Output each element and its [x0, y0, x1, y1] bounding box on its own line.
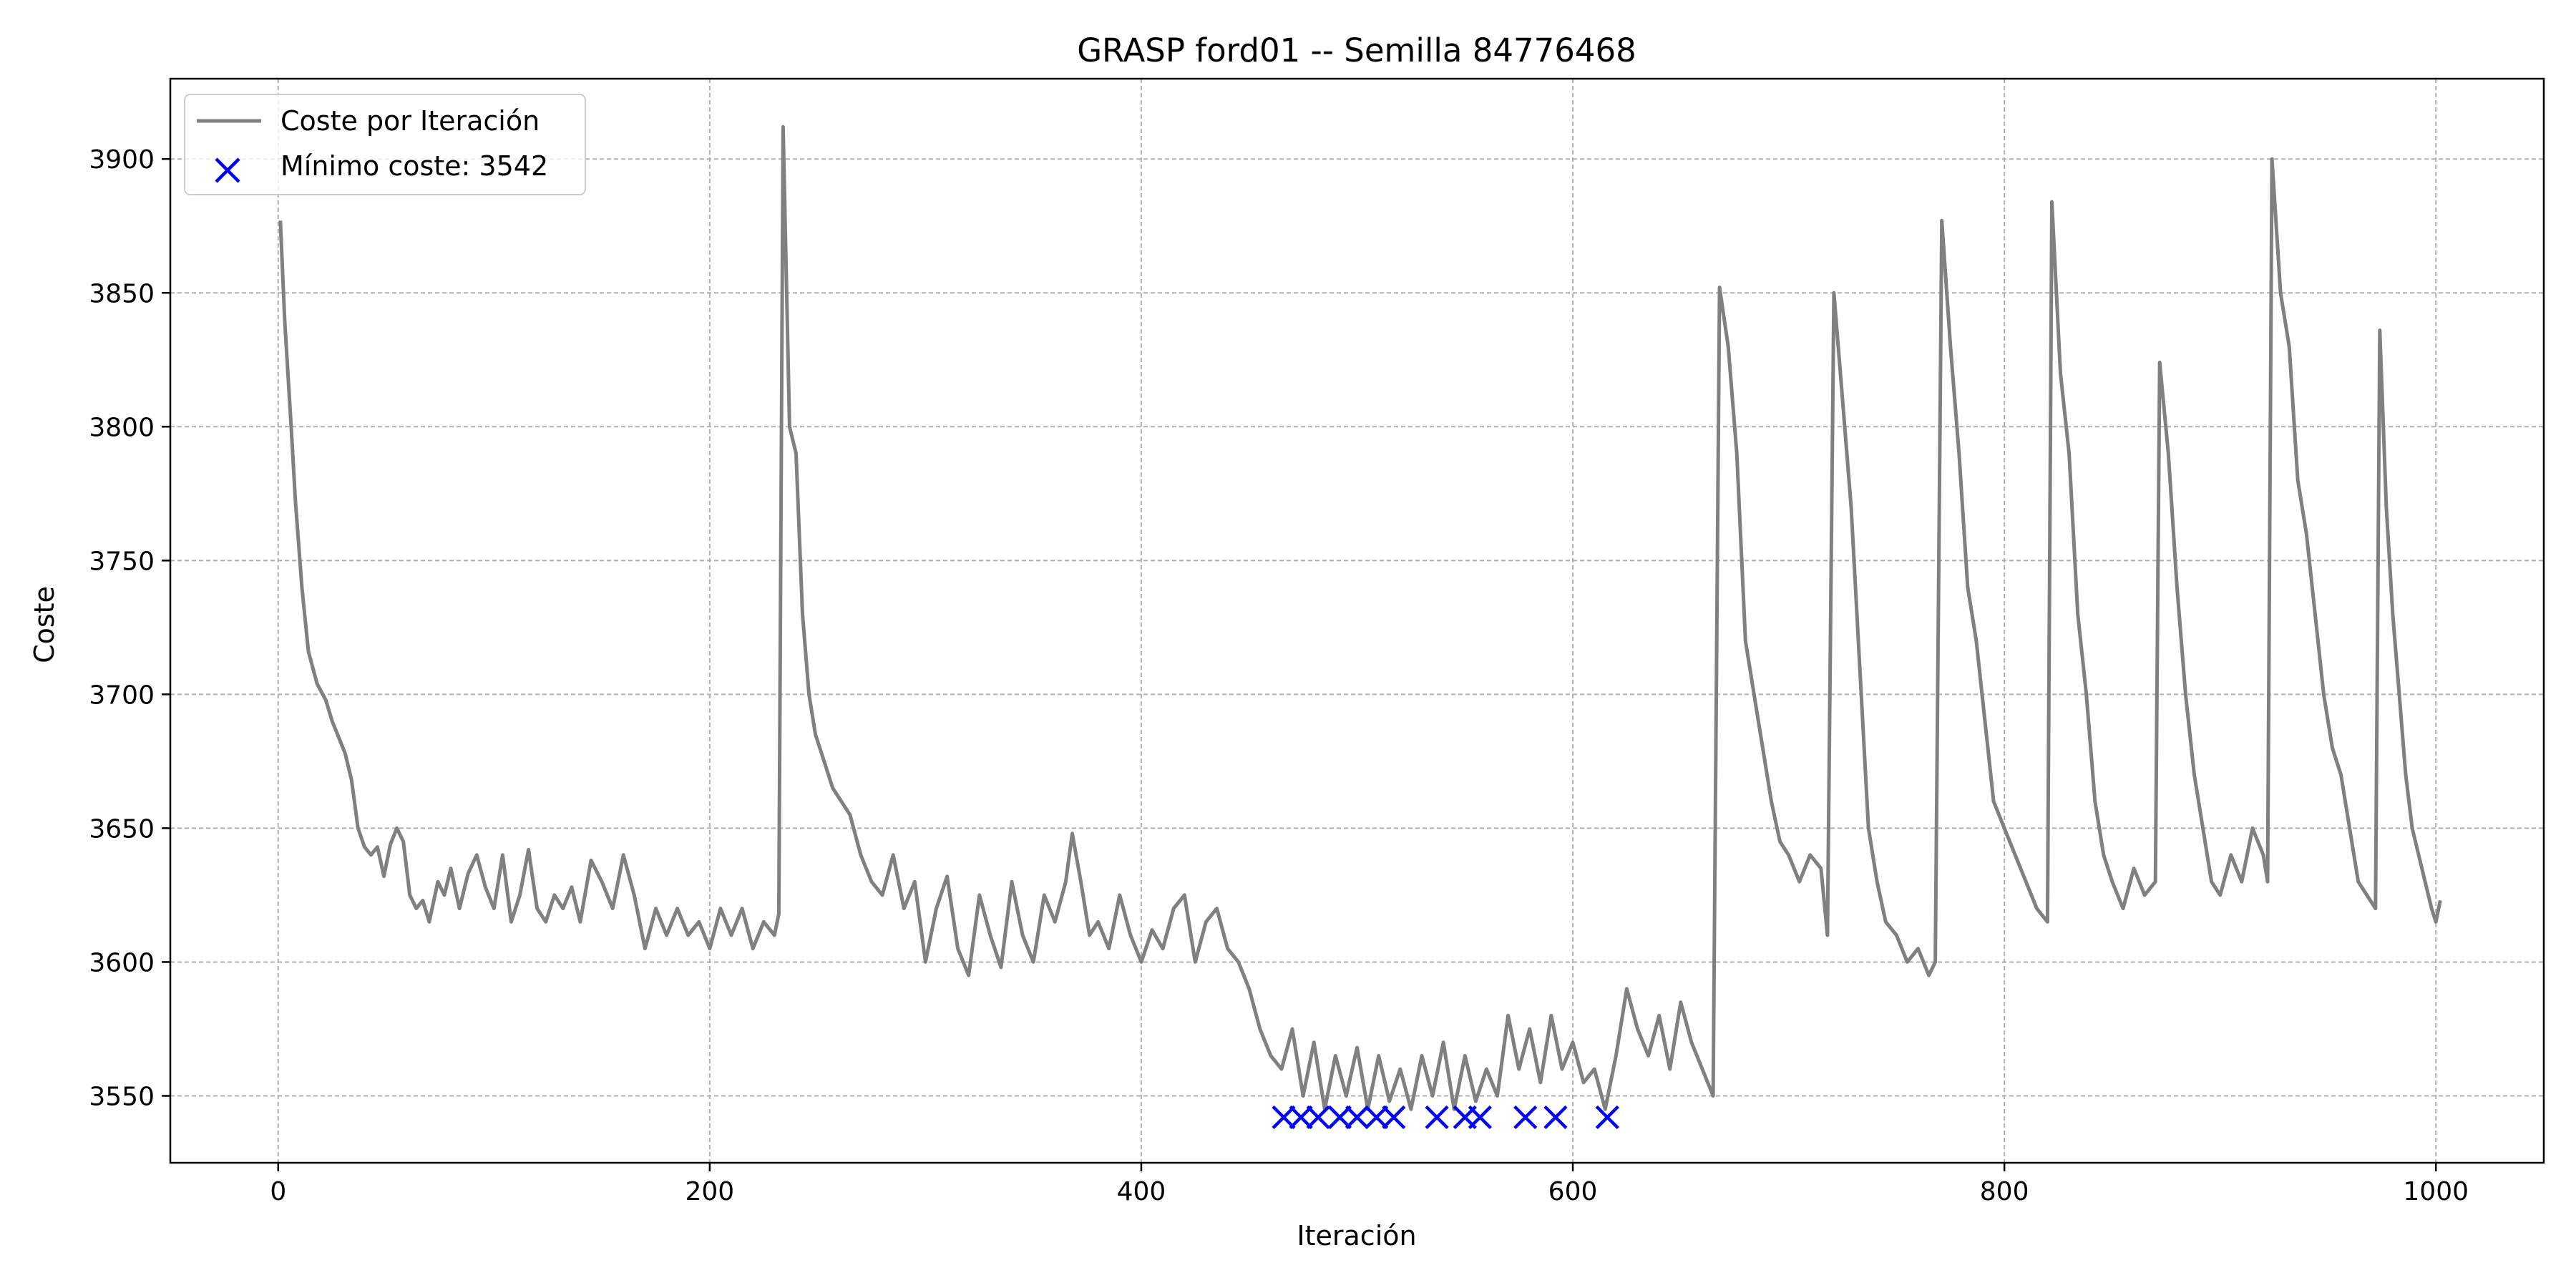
x-axis-label: Iteración	[1297, 1220, 1416, 1252]
x-tick-label: 1000	[2403, 1177, 2469, 1206]
x-tick-label: 800	[1980, 1177, 2029, 1206]
x-tick-label: 0	[270, 1177, 286, 1206]
min-cost-marker	[1306, 1105, 1330, 1129]
x-axis: 0 200 400 600 800 1000	[270, 1163, 2469, 1206]
y-tick-label: 3600	[89, 948, 155, 977]
y-tick-label: 3850	[89, 279, 155, 308]
plot-frame	[169, 77, 2545, 1164]
legend-marker-swatch	[215, 157, 240, 183]
y-axis-label: Coste	[29, 586, 60, 663]
y-tick-label: 3800	[89, 413, 155, 442]
min-cost-marker	[1382, 1105, 1406, 1129]
min-cost-marker	[1345, 1105, 1370, 1129]
x-tick-label: 600	[1548, 1177, 1598, 1206]
legend-box	[184, 94, 586, 195]
min-cost-marker	[1595, 1105, 1619, 1129]
y-tick-label: 3750	[89, 547, 155, 576]
legend: Coste por Iteración Mínimo coste: 3542	[184, 94, 586, 195]
chart-title: GRASP ford01 -- Semilla 84776468	[1077, 31, 1636, 69]
cost-line	[278, 125, 2442, 1111]
min-cost-marker	[1543, 1105, 1568, 1129]
min-cost-marker	[1425, 1105, 1449, 1129]
y-tick-label: 3650	[89, 814, 155, 844]
y-tick-label: 3700	[89, 680, 155, 710]
min-cost-marker	[1365, 1105, 1389, 1129]
min-cost-marker	[1289, 1105, 1313, 1129]
legend-label-marker: Mínimo coste: 3542	[280, 150, 548, 182]
series-coste-por-iteracion	[278, 125, 2442, 1111]
min-cost-marker	[1327, 1105, 1352, 1129]
min-cost-marker	[1513, 1105, 1538, 1129]
legend-label-line: Coste por Iteración	[280, 105, 540, 137]
series-minimo-coste	[1272, 1105, 1619, 1129]
min-cost-marker	[1468, 1105, 1492, 1129]
y-tick-label: 3900	[89, 145, 155, 175]
y-tick-label: 3550	[89, 1082, 155, 1111]
y-axis: 3550 3600 3650 3700 3750 3800 3850 3900	[89, 145, 170, 1111]
x-tick-label: 200	[686, 1177, 735, 1206]
x-tick-label: 400	[1117, 1177, 1166, 1206]
min-cost-marker	[1272, 1105, 1296, 1129]
